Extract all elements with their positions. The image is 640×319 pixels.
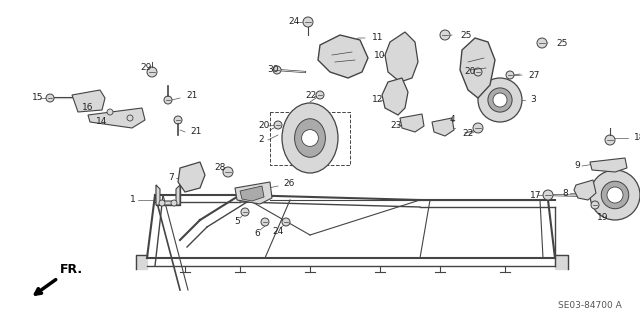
Text: SE03-84700 A: SE03-84700 A [558,301,622,310]
Text: 27: 27 [528,70,540,79]
Text: 1: 1 [130,196,136,204]
Text: 29: 29 [140,63,152,72]
Text: 14: 14 [96,117,108,127]
Text: 18: 18 [634,133,640,143]
Text: 24: 24 [272,227,284,236]
Text: 17: 17 [530,190,541,199]
Text: 22: 22 [305,92,316,100]
Polygon shape [382,78,408,115]
Circle shape [301,130,319,146]
Text: FR.: FR. [60,263,83,276]
Circle shape [607,187,623,203]
Circle shape [543,190,553,200]
Text: 24: 24 [288,18,300,26]
Text: 16: 16 [82,103,93,113]
Circle shape [478,78,522,122]
Circle shape [440,30,450,40]
Circle shape [605,135,615,145]
Polygon shape [574,180,596,200]
Polygon shape [555,255,568,269]
Text: 6: 6 [254,229,260,239]
Polygon shape [460,38,495,98]
Text: 7: 7 [168,174,173,182]
Text: 13: 13 [639,190,640,199]
Circle shape [473,123,483,133]
Text: 20: 20 [464,68,476,77]
Text: 28: 28 [214,164,225,173]
Text: 12: 12 [372,95,383,105]
Circle shape [46,94,54,102]
Circle shape [164,96,172,104]
Ellipse shape [294,119,325,157]
Circle shape [591,201,599,209]
Circle shape [174,116,182,124]
Polygon shape [590,158,627,172]
Circle shape [488,88,512,112]
Circle shape [147,67,157,77]
Text: 5: 5 [234,218,240,226]
Polygon shape [432,118,454,136]
Circle shape [107,109,113,115]
Text: 15: 15 [32,93,44,102]
Text: 30: 30 [267,65,278,75]
Polygon shape [385,32,418,82]
Text: 4: 4 [450,115,456,124]
Circle shape [241,208,249,216]
Polygon shape [178,162,205,192]
Circle shape [223,167,233,177]
Text: 8: 8 [562,189,568,197]
Text: 26: 26 [283,180,294,189]
Circle shape [303,17,313,27]
Circle shape [506,71,514,79]
Text: 19: 19 [597,212,609,221]
Polygon shape [318,35,368,78]
Circle shape [261,218,269,226]
Ellipse shape [282,103,338,173]
Text: 11: 11 [372,33,383,42]
Circle shape [590,170,640,220]
Polygon shape [240,186,264,201]
Polygon shape [72,90,105,112]
Text: 2: 2 [258,136,264,145]
Circle shape [273,66,281,74]
Text: 3: 3 [530,95,536,105]
Text: 21: 21 [186,92,197,100]
Text: 9: 9 [574,161,580,170]
Circle shape [537,38,547,48]
Circle shape [274,121,282,129]
Circle shape [282,218,290,226]
Polygon shape [400,114,424,132]
Circle shape [601,181,628,209]
Polygon shape [156,185,180,205]
Circle shape [159,200,165,206]
Text: 25: 25 [460,31,472,40]
Circle shape [171,200,177,206]
Circle shape [474,68,482,76]
Polygon shape [235,182,272,204]
Text: 25: 25 [556,39,568,48]
Circle shape [316,91,324,99]
Polygon shape [88,108,145,128]
Text: 20: 20 [258,122,269,130]
Polygon shape [136,255,147,269]
Text: 22: 22 [462,130,473,138]
Text: 10: 10 [374,50,385,60]
Circle shape [127,115,133,121]
Text: 21: 21 [190,128,202,137]
Circle shape [493,93,507,107]
Text: 23: 23 [390,122,401,130]
